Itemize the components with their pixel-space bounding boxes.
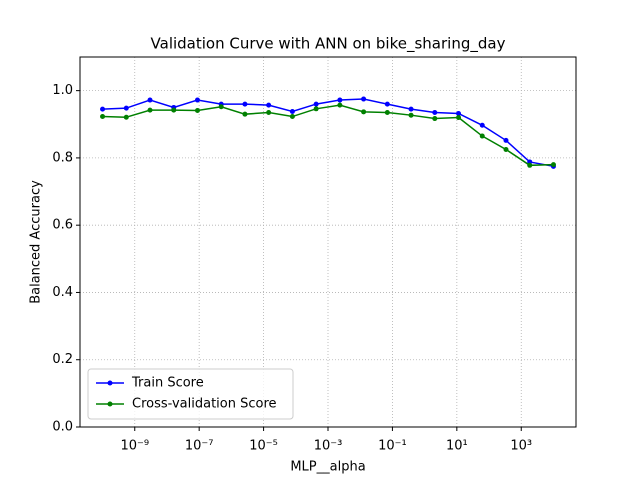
data-point	[432, 116, 438, 122]
data-point	[313, 106, 319, 112]
data-point	[218, 104, 224, 110]
legend-label: Train Score	[131, 376, 204, 391]
legend-label: Cross-validation Score	[132, 397, 277, 412]
data-point	[171, 107, 177, 113]
y-tick-label: 0.6	[52, 218, 73, 233]
data-point	[123, 105, 129, 111]
data-point	[550, 162, 556, 168]
x-tick-label: 10⁻¹	[378, 439, 407, 454]
y-tick-label: 1.0	[52, 83, 73, 98]
data-point	[503, 147, 509, 152]
y-tick-label: 0.0	[52, 420, 73, 435]
data-point	[194, 97, 200, 103]
x-tick-label: 10⁻³	[314, 439, 343, 454]
legend-marker	[107, 401, 113, 407]
data-point	[503, 137, 509, 143]
data-point	[100, 114, 106, 120]
data-point	[479, 133, 485, 139]
series-line	[102, 104, 554, 167]
data-point	[384, 110, 390, 115]
x-tick-label: 10⁻⁵	[249, 439, 278, 454]
data-point	[147, 97, 153, 103]
data-point	[527, 162, 533, 168]
y-tick-label: 0.2	[52, 352, 73, 367]
legend-box	[87, 368, 294, 420]
data-point	[147, 107, 153, 113]
data-point	[266, 110, 272, 115]
data-point	[337, 97, 343, 103]
data-point	[361, 96, 367, 102]
x-tick-label: 10¹	[446, 439, 468, 454]
data-point	[456, 111, 462, 117]
y-tick-label: 0.8	[52, 150, 73, 165]
data-point	[432, 110, 438, 115]
data-point	[289, 108, 295, 114]
x-axis-label: MLP__alpha	[290, 460, 365, 475]
data-point	[408, 112, 414, 118]
data-point	[408, 106, 414, 112]
data-point	[337, 102, 343, 108]
data-point	[456, 115, 462, 121]
data-point	[384, 101, 390, 107]
data-point	[479, 122, 485, 128]
x-tick-label: 10³	[510, 439, 532, 454]
y-tick-label: 0.4	[52, 285, 73, 300]
data-point	[313, 101, 319, 107]
data-point	[123, 114, 129, 120]
legend-marker	[107, 380, 113, 386]
data-point	[266, 102, 272, 108]
chart-title: Validation Curve with ANN on bike_sharin…	[151, 35, 506, 54]
data-point	[242, 101, 248, 107]
data-point	[194, 107, 200, 113]
data-point	[361, 109, 367, 115]
x-tick-label: 10⁻⁹	[120, 439, 149, 454]
data-point	[242, 111, 248, 117]
series-line	[102, 98, 554, 168]
data-point	[289, 114, 295, 120]
plot-frame	[79, 56, 577, 428]
data-point	[100, 106, 106, 112]
y-axis-label: Balanced Accuracy	[29, 180, 44, 304]
x-tick-label: 10⁻⁷	[185, 439, 214, 454]
